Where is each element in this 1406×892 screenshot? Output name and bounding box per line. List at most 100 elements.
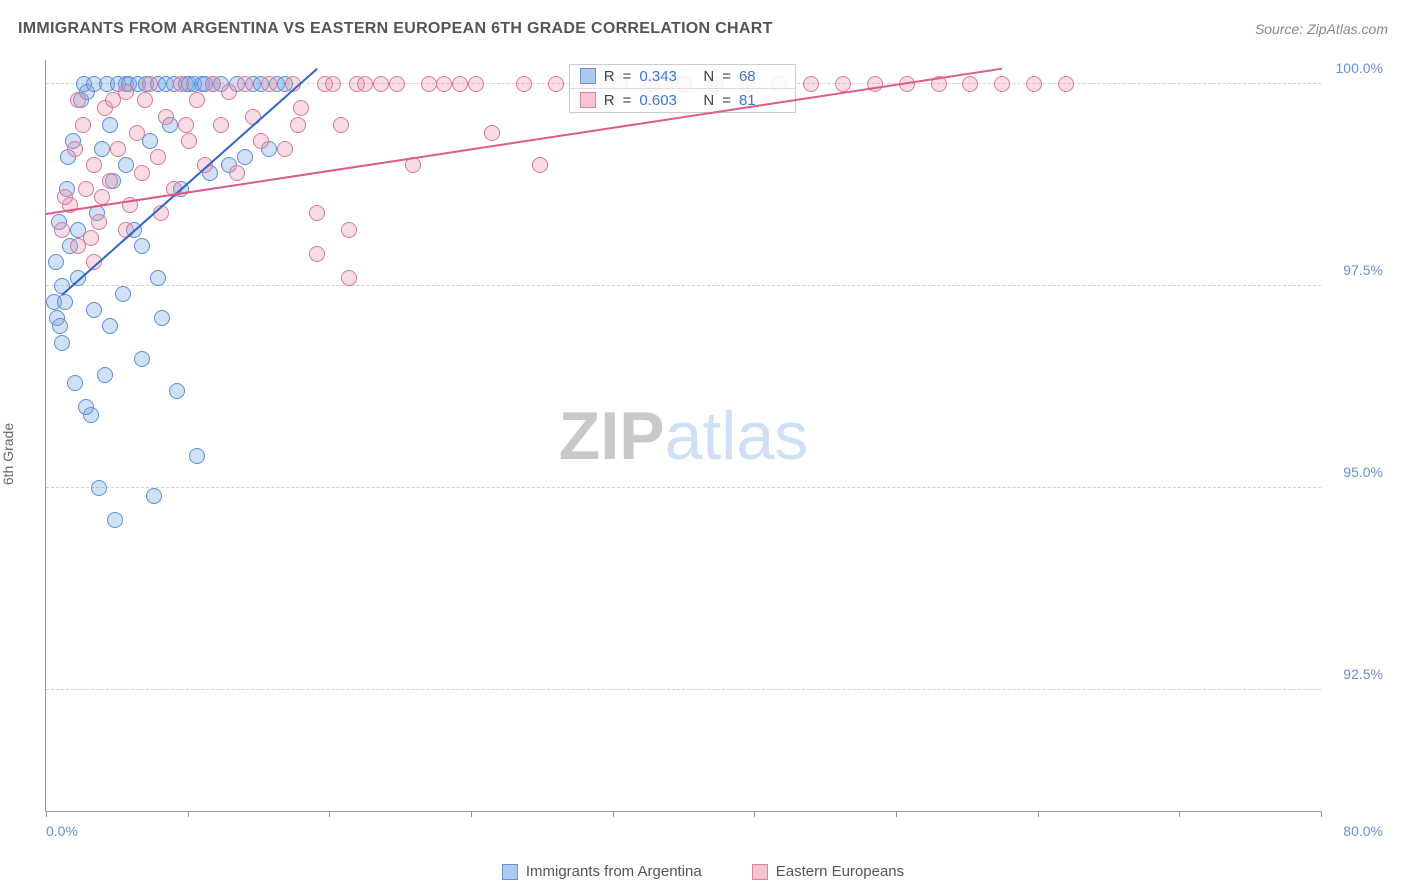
x-tick <box>1179 811 1180 817</box>
legend-item-argentina: Immigrants from Argentina <box>502 863 702 880</box>
data-point-argentina <box>48 254 64 270</box>
y-tick-label: 100.0% <box>1336 60 1383 76</box>
stats-row-eastern: R = 0.603N = 81 <box>570 89 795 112</box>
data-point-argentina <box>86 302 102 318</box>
data-point-eastern <box>277 141 293 157</box>
data-point-eastern <box>389 76 405 92</box>
data-point-eastern <box>75 117 91 133</box>
data-point-argentina <box>97 367 113 383</box>
data-point-eastern <box>309 246 325 262</box>
stats-r-value: 0.343 <box>639 68 685 85</box>
data-point-eastern <box>134 165 150 181</box>
data-point-eastern <box>91 214 107 230</box>
data-point-argentina <box>115 286 131 302</box>
data-point-eastern <box>484 125 500 141</box>
data-point-argentina <box>237 149 253 165</box>
chart-area: ZIPatlas 92.5%95.0%97.5%100.0%0.0%80.0%R… <box>45 60 1386 842</box>
stats-r-value: 0.603 <box>639 92 685 109</box>
data-point-eastern <box>253 133 269 149</box>
y-tick-label: 95.0% <box>1343 464 1383 480</box>
watermark-zip: ZIP <box>559 398 665 474</box>
x-tick <box>46 811 47 817</box>
data-point-eastern <box>129 125 145 141</box>
data-point-eastern <box>105 92 121 108</box>
y-axis-title: 6th Grade <box>0 423 16 485</box>
data-point-eastern <box>357 76 373 92</box>
data-point-eastern <box>173 76 189 92</box>
x-tick <box>329 811 330 817</box>
data-point-argentina <box>54 335 70 351</box>
y-tick-label: 92.5% <box>1343 666 1383 682</box>
data-point-eastern <box>137 92 153 108</box>
data-point-argentina <box>134 238 150 254</box>
x-tick <box>1321 811 1322 817</box>
legend-label-eastern: Eastern Europeans <box>776 863 904 880</box>
stats-n-label: N <box>703 92 714 109</box>
stats-row-argentina: R = 0.343N = 68 <box>570 65 795 89</box>
data-point-argentina <box>146 488 162 504</box>
x-tick <box>754 811 755 817</box>
stats-r-label: R <box>604 68 615 85</box>
swatch-argentina <box>502 864 518 880</box>
data-point-eastern <box>181 133 197 149</box>
x-tick <box>188 811 189 817</box>
x-tick <box>1038 811 1039 817</box>
data-point-eastern <box>803 76 819 92</box>
data-point-eastern <box>221 84 237 100</box>
plot-area: ZIPatlas 92.5%95.0%97.5%100.0%0.0%80.0%R… <box>45 60 1321 812</box>
data-point-eastern <box>325 76 341 92</box>
data-point-eastern <box>436 76 452 92</box>
data-point-eastern <box>341 270 357 286</box>
chart-header: IMMIGRANTS FROM ARGENTINA VS EASTERN EUR… <box>18 20 1388 38</box>
data-point-eastern <box>150 149 166 165</box>
data-point-eastern <box>341 222 357 238</box>
data-point-eastern <box>293 100 309 116</box>
data-point-eastern <box>962 76 978 92</box>
data-point-eastern <box>237 76 253 92</box>
data-point-eastern <box>994 76 1010 92</box>
data-point-eastern <box>516 76 532 92</box>
data-point-eastern <box>261 76 277 92</box>
data-point-eastern <box>835 76 851 92</box>
data-point-eastern <box>373 76 389 92</box>
data-point-argentina <box>107 512 123 528</box>
data-point-argentina <box>189 448 205 464</box>
stats-n-value: 68 <box>739 68 785 85</box>
chart-title: IMMIGRANTS FROM ARGENTINA VS EASTERN EUR… <box>18 20 773 38</box>
data-point-eastern <box>178 117 194 133</box>
data-point-eastern <box>290 117 306 133</box>
data-point-eastern <box>67 141 83 157</box>
x-tick <box>613 811 614 817</box>
data-point-eastern <box>57 189 73 205</box>
swatch-eastern <box>752 864 768 880</box>
data-point-argentina <box>102 318 118 334</box>
source-attribution: Source: ZipAtlas.com <box>1255 21 1388 37</box>
x-tick-label-right: 80.0% <box>1343 823 1383 839</box>
data-point-eastern <box>452 76 468 92</box>
gridline-h <box>46 689 1321 690</box>
stats-eq: = <box>722 68 731 85</box>
data-point-eastern <box>333 117 349 133</box>
gridline-h <box>46 285 1321 286</box>
data-point-argentina <box>67 375 83 391</box>
stats-r-label: R <box>604 92 615 109</box>
data-point-argentina <box>118 157 134 173</box>
stats-swatch-argentina <box>580 68 596 84</box>
data-point-argentina <box>150 270 166 286</box>
data-point-eastern <box>189 92 205 108</box>
data-point-eastern <box>229 165 245 181</box>
data-point-argentina <box>52 318 68 334</box>
data-point-eastern <box>468 76 484 92</box>
stats-eq: = <box>722 92 731 109</box>
data-point-eastern <box>83 230 99 246</box>
data-point-eastern <box>309 205 325 221</box>
data-point-argentina <box>54 278 70 294</box>
watermark-atlas: atlas <box>665 398 809 474</box>
data-point-eastern <box>86 157 102 173</box>
data-point-argentina <box>134 351 150 367</box>
gridline-h <box>46 487 1321 488</box>
data-point-argentina <box>169 383 185 399</box>
stats-eq: = <box>623 92 632 109</box>
x-tick <box>471 811 472 817</box>
data-point-argentina <box>78 399 94 415</box>
